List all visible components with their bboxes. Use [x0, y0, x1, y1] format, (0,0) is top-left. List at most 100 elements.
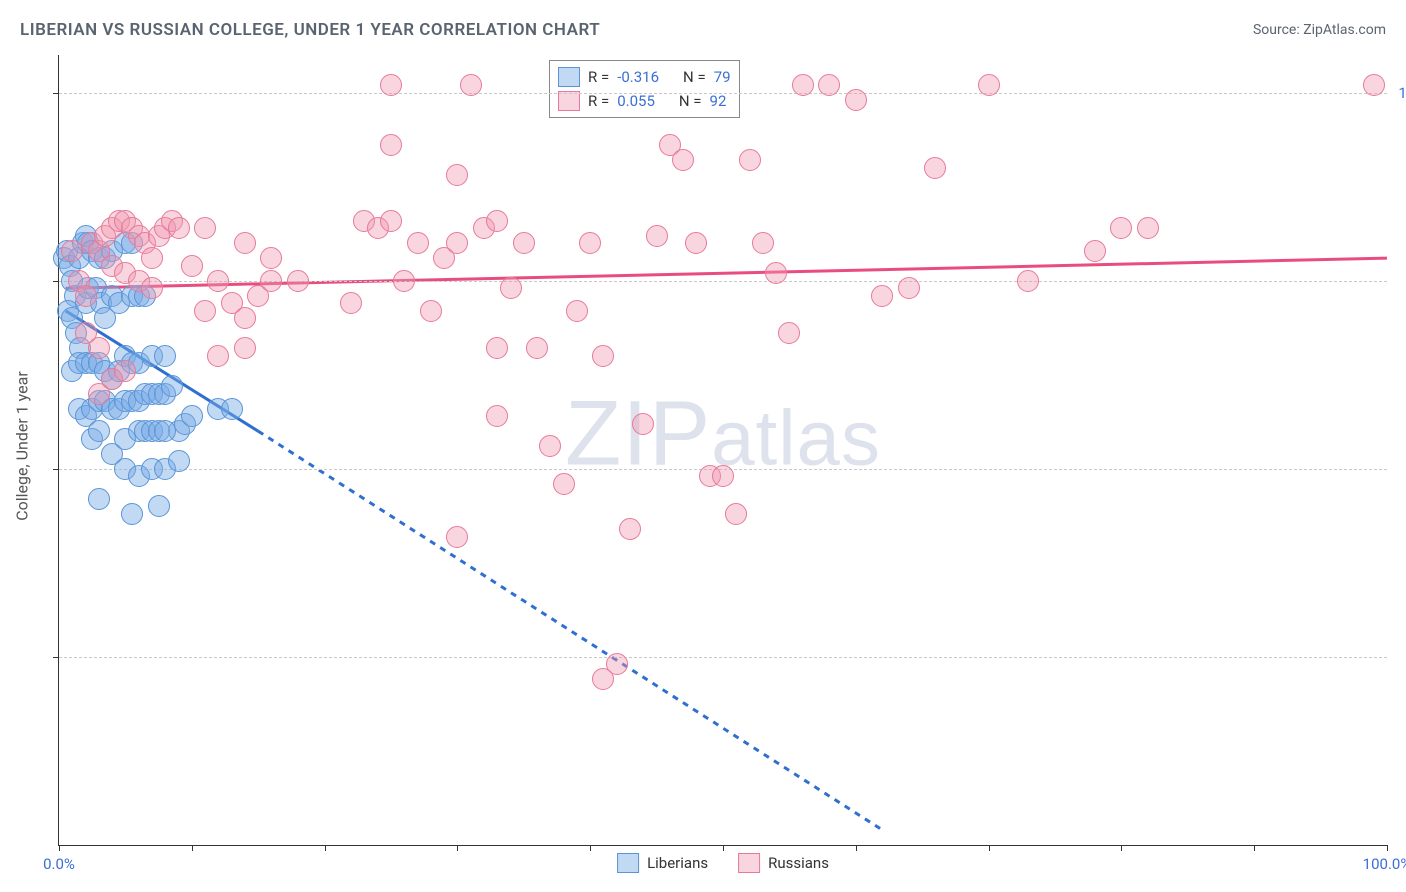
chart-container: LIBERIAN VS RUSSIAN COLLEGE, UNDER 1 YEA…	[0, 0, 1406, 892]
data-point	[672, 149, 694, 171]
bottom-swatch-0	[617, 853, 639, 873]
xtick-mark	[457, 845, 458, 851]
ytick-label: 25.0%	[1392, 648, 1406, 666]
gridline	[59, 281, 1387, 282]
xtick-mark	[1387, 845, 1388, 851]
n-label-1: N =	[679, 92, 702, 110]
data-point	[592, 345, 614, 367]
swatch-liberians	[558, 67, 580, 87]
xtick-label: 0.0%	[43, 855, 75, 873]
ytick-label: 50.0%	[1392, 460, 1406, 478]
ytick-mark	[53, 469, 59, 470]
bottom-swatch-1	[738, 853, 760, 873]
data-point	[380, 134, 402, 156]
xtick-mark	[1254, 845, 1255, 851]
xtick-mark	[325, 845, 326, 851]
data-point	[579, 232, 601, 254]
data-point	[207, 270, 229, 292]
ytick-mark	[53, 93, 59, 94]
bottom-legend: Liberians Russians	[617, 853, 829, 873]
data-point	[739, 149, 761, 171]
xtick-mark	[192, 845, 193, 851]
data-point	[646, 225, 668, 247]
data-point	[1363, 74, 1385, 96]
data-point	[500, 277, 522, 299]
data-point	[61, 240, 83, 262]
data-point	[446, 164, 468, 186]
data-point	[114, 360, 136, 382]
data-point	[978, 74, 1000, 96]
data-point	[168, 217, 190, 239]
data-point	[75, 285, 97, 307]
data-point	[393, 270, 415, 292]
data-point	[154, 420, 176, 442]
trend-lines-layer	[59, 55, 1387, 845]
data-point	[685, 232, 707, 254]
xtick-mark	[723, 845, 724, 851]
data-point	[207, 345, 229, 367]
data-point	[845, 89, 867, 111]
data-point	[765, 262, 787, 284]
data-point	[154, 345, 176, 367]
data-point	[88, 337, 110, 359]
bottom-legend-item-0: Liberians	[617, 853, 708, 873]
ytick-mark	[53, 657, 59, 658]
xtick-mark	[59, 845, 60, 851]
data-point	[161, 375, 183, 397]
ytick-label: 75.0%	[1392, 272, 1406, 290]
data-point	[181, 405, 203, 427]
data-point	[260, 247, 282, 269]
r-value-1: 0.055	[617, 92, 655, 110]
data-point	[181, 255, 203, 277]
data-point	[1110, 217, 1132, 239]
data-point	[194, 300, 216, 322]
data-point	[539, 435, 561, 457]
r-value-0: -0.316	[617, 68, 659, 86]
data-point	[486, 337, 508, 359]
gridline	[59, 93, 1387, 94]
xtick-mark	[856, 845, 857, 851]
data-point	[340, 292, 362, 314]
xtick-mark	[590, 845, 591, 851]
data-point	[88, 488, 110, 510]
data-point	[1017, 270, 1039, 292]
data-point	[1084, 240, 1106, 262]
data-point	[1137, 217, 1159, 239]
data-point	[619, 518, 641, 540]
data-point	[632, 413, 654, 435]
plot-area: ZIPatlas R = -0.316 N = 79 R = 0.055 N =…	[58, 55, 1387, 846]
data-point	[725, 503, 747, 525]
bottom-label-0: Liberians	[647, 854, 708, 872]
data-point	[606, 653, 628, 675]
swatch-russians	[558, 91, 580, 111]
data-point	[221, 398, 243, 420]
data-point	[526, 337, 548, 359]
ytick-label: 100.0%	[1392, 84, 1406, 102]
data-point	[141, 277, 163, 299]
data-point	[234, 307, 256, 329]
data-point	[194, 217, 216, 239]
data-point	[234, 337, 256, 359]
xtick-label: 100.0%	[1363, 855, 1406, 873]
source-label: Source: ZipAtlas.com	[1253, 22, 1386, 38]
data-point	[446, 232, 468, 254]
n-label-0: N =	[683, 68, 706, 86]
n-value-1: 92	[710, 92, 727, 110]
data-point	[234, 232, 256, 254]
data-point	[407, 232, 429, 254]
data-point	[148, 495, 170, 517]
data-point	[898, 277, 920, 299]
data-point	[871, 285, 893, 307]
data-point	[513, 232, 535, 254]
legend-row-liberians: R = -0.316 N = 79	[558, 65, 731, 89]
ytick-mark	[53, 281, 59, 282]
data-point	[486, 210, 508, 232]
data-point	[778, 322, 800, 344]
xtick-mark	[989, 845, 990, 851]
r-label-1: R =	[588, 92, 609, 110]
n-value-0: 79	[714, 68, 731, 86]
data-point	[380, 210, 402, 232]
correlation-legend: R = -0.316 N = 79 R = 0.055 N = 92	[549, 60, 740, 118]
data-point	[260, 270, 282, 292]
gridline	[59, 657, 1387, 658]
